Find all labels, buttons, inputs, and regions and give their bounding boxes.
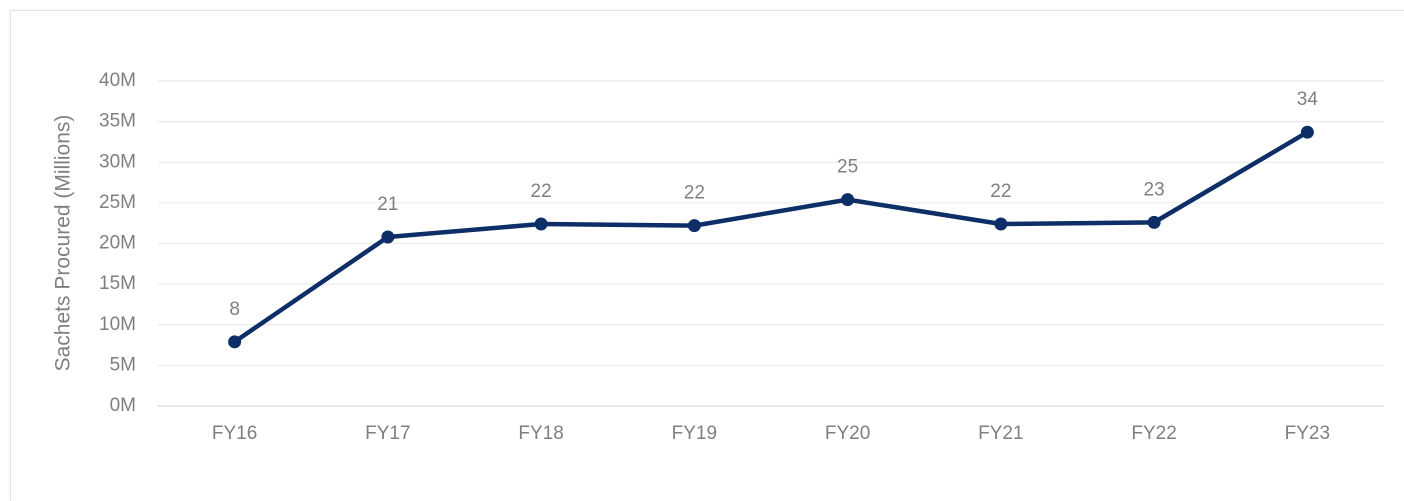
y-tick-label: 15M xyxy=(99,273,136,294)
x-tick-label: FY22 xyxy=(1131,423,1176,444)
data-point xyxy=(994,217,1008,231)
x-tick-label: FY17 xyxy=(365,423,410,444)
data-label: 22 xyxy=(684,183,705,204)
y-tick-label: 0M xyxy=(110,395,136,416)
data-label: 21 xyxy=(377,194,398,215)
y-tick-label: 20M xyxy=(99,233,136,254)
data-label: 22 xyxy=(531,181,552,202)
x-tick-label: FY18 xyxy=(518,423,563,444)
data-point xyxy=(228,335,242,349)
x-tick-label: FY19 xyxy=(672,423,717,444)
data-label: 8 xyxy=(229,299,240,320)
x-tick-label: FY20 xyxy=(825,423,870,444)
data-label: 22 xyxy=(990,181,1011,202)
y-tick-label: 35M xyxy=(99,111,136,132)
y-tick-label: 25M xyxy=(99,192,136,213)
y-tick-label: 10M xyxy=(99,314,136,335)
data-point xyxy=(1300,125,1314,139)
series-line xyxy=(233,130,1309,344)
chart-card xyxy=(10,10,1404,501)
data-point xyxy=(1147,215,1161,229)
data-label: 34 xyxy=(1297,89,1319,110)
x-tick-label: FY23 xyxy=(1285,423,1330,444)
y-tick-label: 5M xyxy=(110,354,136,375)
data-point xyxy=(381,230,395,244)
data-point xyxy=(841,193,855,207)
y-tick-label: 30M xyxy=(99,151,136,172)
x-tick-label: FY21 xyxy=(978,423,1023,444)
y-tick-label: 40M xyxy=(99,70,136,91)
x-tick-label: FY16 xyxy=(212,423,257,444)
data-label: 25 xyxy=(837,157,858,178)
data-point xyxy=(534,217,548,231)
data-label: 23 xyxy=(1144,179,1165,200)
data-point xyxy=(687,219,701,233)
y-axis-label: Sachets Procured (Millions) xyxy=(52,115,75,372)
